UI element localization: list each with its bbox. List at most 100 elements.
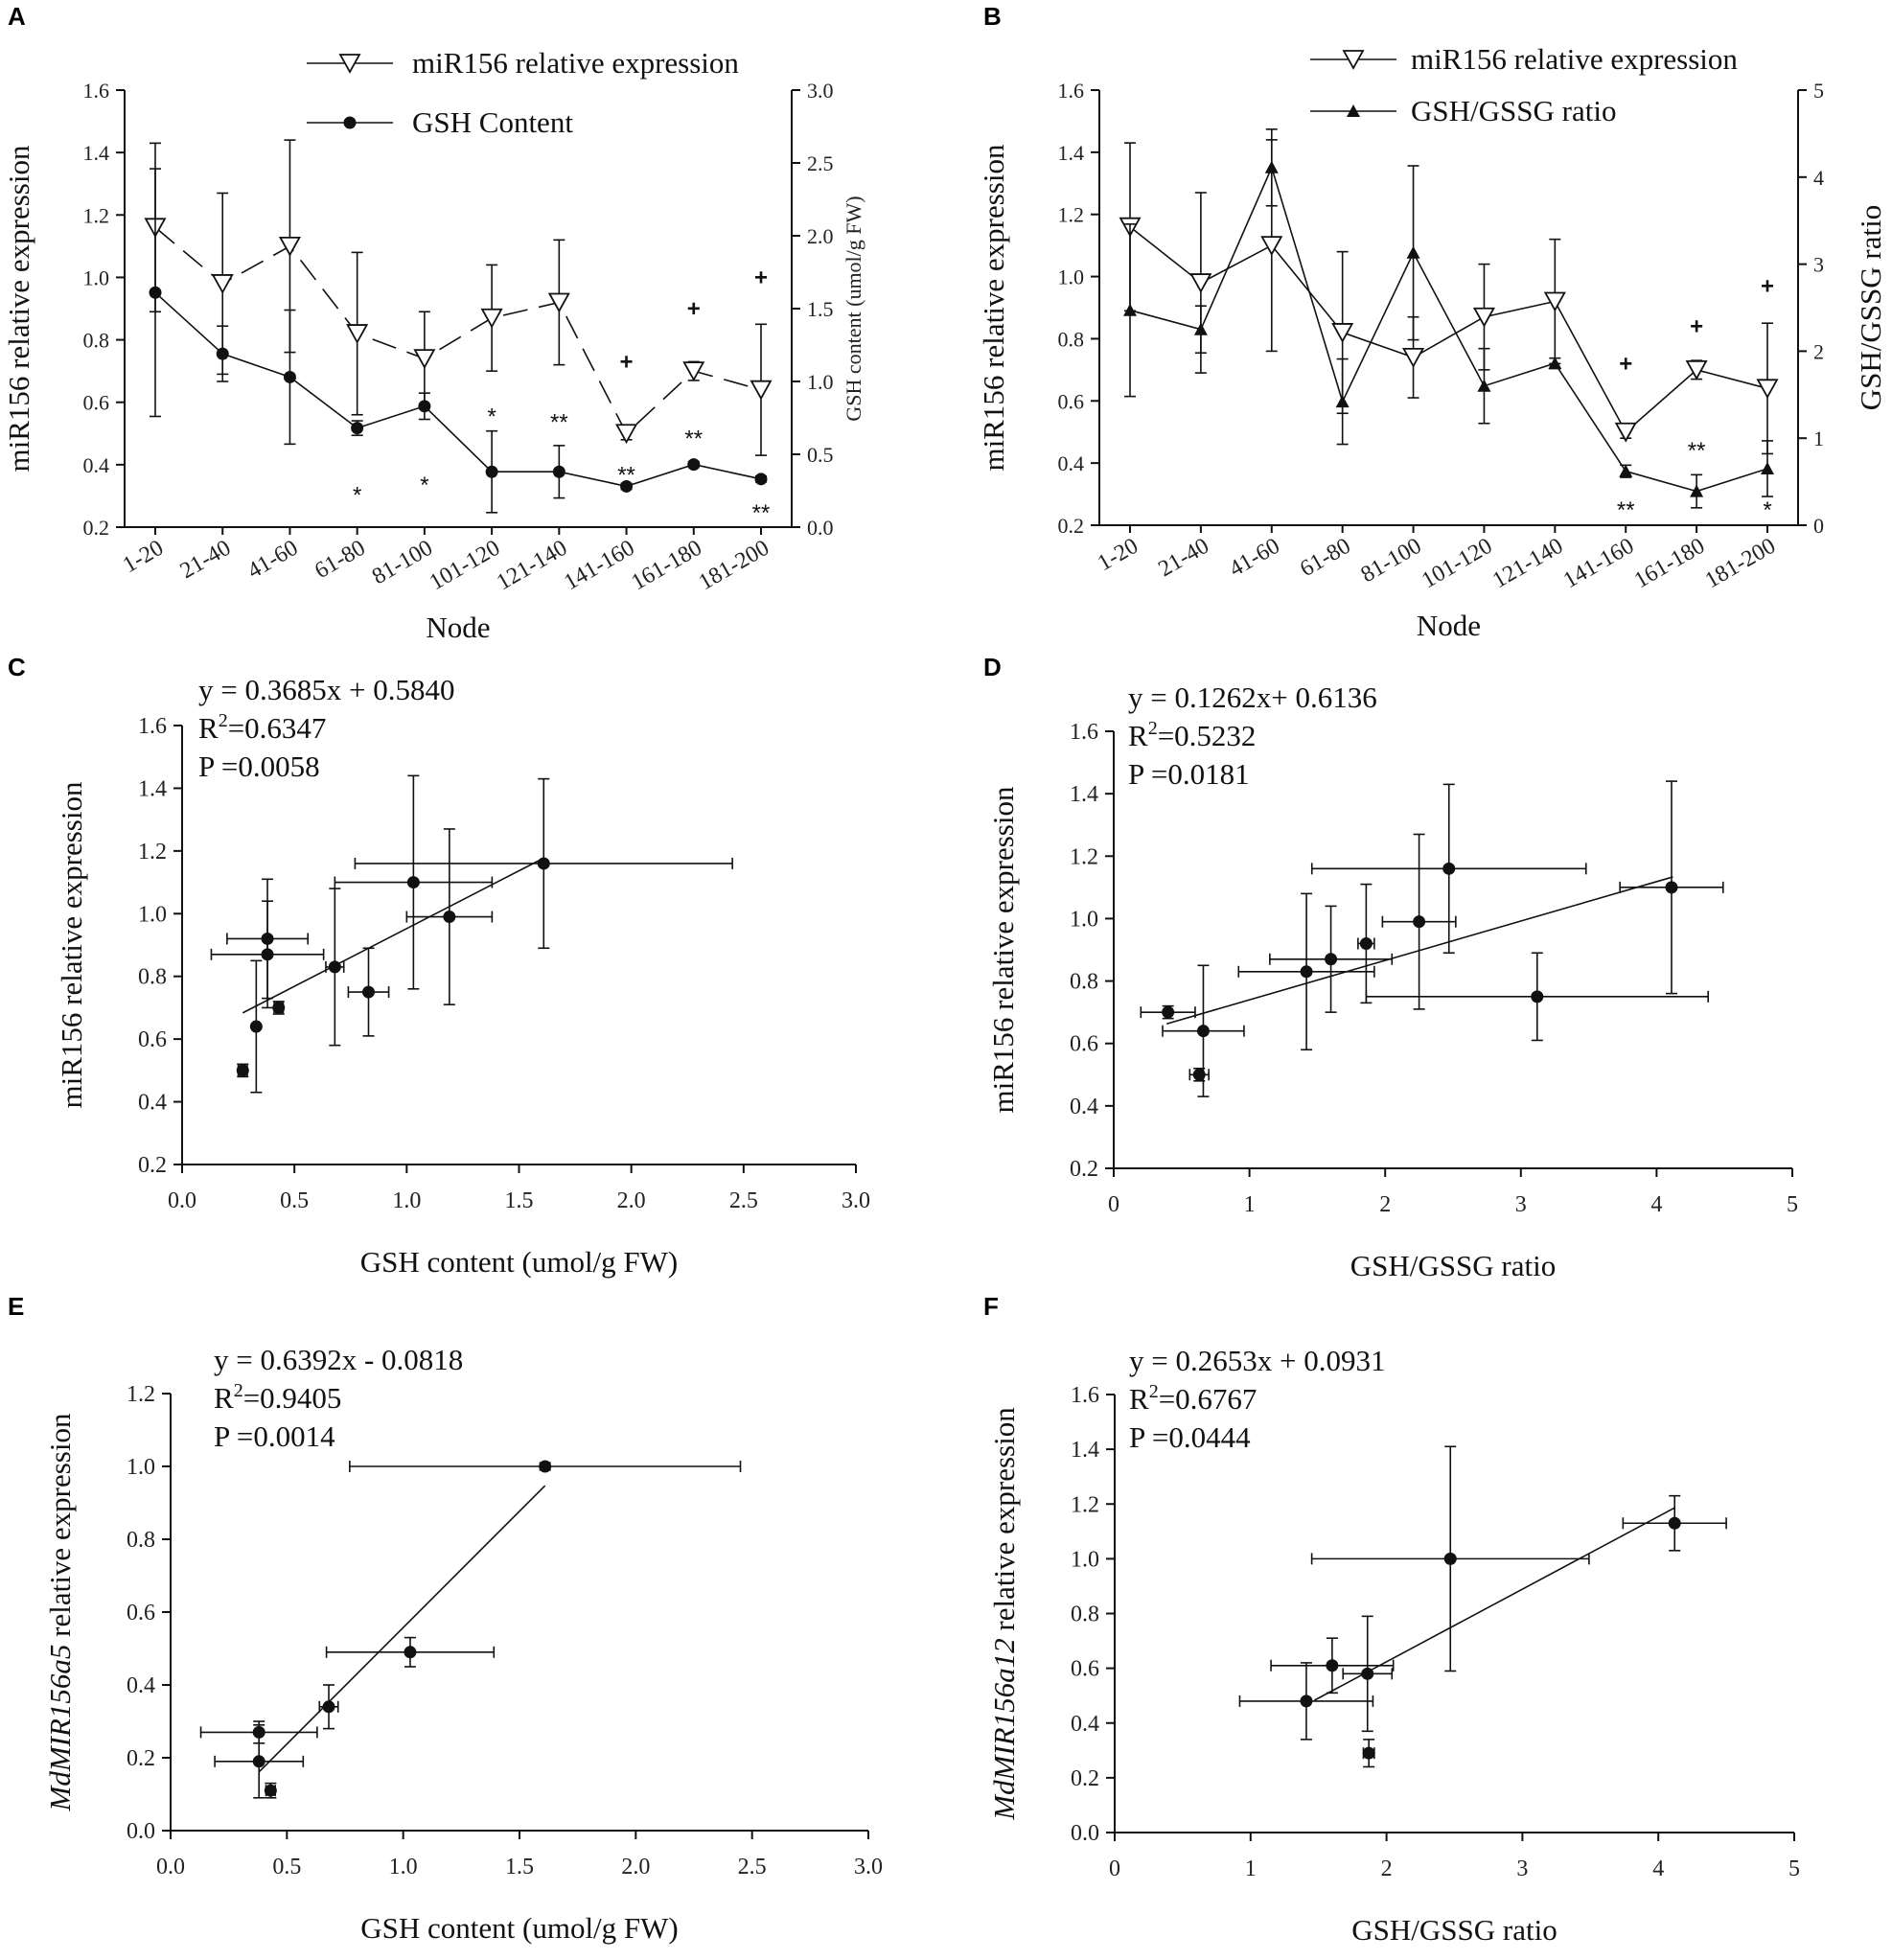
y-tick-label: 1.6 xyxy=(1071,1383,1099,1408)
data-point xyxy=(249,1020,263,1033)
y-tick-label: 0.2 xyxy=(1070,1157,1098,1182)
data-point xyxy=(216,347,229,360)
x-tick-label: 61-80 xyxy=(1296,534,1354,583)
x-tick-label: 5 xyxy=(1788,1856,1800,1881)
y-tick-label: 1.0 xyxy=(83,265,110,289)
y-tick-label: 0.2 xyxy=(1058,514,1085,538)
axis-frame xyxy=(1113,731,1792,1169)
x-tick-label: 3 xyxy=(1515,1192,1527,1217)
r-squared-value: =0.6767 xyxy=(1159,1382,1257,1416)
plus-annotation: + xyxy=(620,349,634,375)
x-tick-label: 81-100 xyxy=(368,536,437,590)
p-value: P =0.0444 xyxy=(1129,1420,1251,1454)
data-point xyxy=(1548,357,1562,370)
panel-label: D xyxy=(983,653,1002,681)
data-point xyxy=(485,465,498,478)
data-point xyxy=(261,948,274,961)
data-point xyxy=(252,1755,265,1768)
y-axis-title: MdMIR156a5 relative expression xyxy=(43,1413,77,1811)
y-tick-label: 1.4 xyxy=(1070,782,1098,807)
x-tick-label: 0.0 xyxy=(156,1855,185,1879)
legend-label: miR156 relative expression xyxy=(412,46,739,80)
data-point xyxy=(1442,862,1456,875)
x-tick-label: 0.5 xyxy=(272,1855,301,1879)
legend-label: miR156 relative expression xyxy=(1411,42,1738,76)
data-point xyxy=(1189,273,1212,293)
axis-frame xyxy=(170,1394,868,1832)
x-tick-label: 141-160 xyxy=(1559,534,1638,594)
data-point xyxy=(1260,236,1283,256)
significance-annotation: ** xyxy=(684,426,703,451)
y-tick-label: 0.2 xyxy=(127,1746,155,1771)
data-point xyxy=(539,1460,552,1473)
p-value: P =0.0014 xyxy=(214,1419,335,1453)
data-point xyxy=(1193,322,1208,335)
regression-equation: y = 0.1262x+ 0.6136 xyxy=(1128,680,1377,714)
y-axis-title-rest: relative expression xyxy=(43,1413,77,1645)
y-axis-title: MdMIR156a12 relative expression xyxy=(987,1407,1021,1821)
series-line xyxy=(154,226,762,435)
y-tick-label: 0.6 xyxy=(127,1601,155,1626)
data-point xyxy=(322,1700,335,1714)
chart-panel-a: A 0.2 0.4 0.6 0.8 1.0 1.2 1.4 1.6 0.0 0.5 1.0 1.5 2.0… xyxy=(2,2,865,644)
x-tick-label: 0 xyxy=(1109,1856,1120,1881)
data-point xyxy=(351,422,364,435)
x-axis-title: GSH/GSSG ratio xyxy=(1350,1249,1556,1282)
y-tick-label: 1.0 xyxy=(1058,265,1085,289)
r-squared-symbol: R xyxy=(1128,719,1148,752)
significance-annotation: * xyxy=(353,483,361,509)
regression-equation: y = 0.3685x + 0.5840 xyxy=(198,673,454,706)
r-squared-exponent: 2 xyxy=(1149,1381,1159,1402)
y-tick-label: 0.0 xyxy=(127,1819,155,1844)
x-tick-label: 3.0 xyxy=(842,1188,870,1213)
data-point xyxy=(1477,379,1491,392)
r-squared: R2=0.5232 xyxy=(1128,718,1256,752)
axis-frame xyxy=(1114,1395,1794,1833)
y-tick-label: 1.4 xyxy=(83,141,110,165)
y-tick-label: 0.8 xyxy=(83,329,110,353)
y-tick-label: 1.2 xyxy=(1071,1492,1099,1517)
significance-annotation: ** xyxy=(617,462,635,488)
y-axis-title: miR156 relative expression xyxy=(986,786,1020,1113)
y2-tick-label: 2 xyxy=(1813,339,1824,363)
panel-label: E xyxy=(8,1292,24,1321)
data-point xyxy=(413,349,436,369)
x-tick-label: 0.5 xyxy=(280,1188,309,1213)
y-axis-title: miR156 relative expression xyxy=(2,145,35,472)
r-squared-symbol: R xyxy=(198,711,219,745)
y-tick-label: 1.2 xyxy=(83,203,110,227)
y-tick-label: 0.4 xyxy=(1070,1095,1098,1119)
y-tick-label: 0.4 xyxy=(1071,1712,1099,1737)
x-tick-label: 181-200 xyxy=(1701,534,1780,594)
r-squared: R2=0.6767 xyxy=(1129,1381,1257,1416)
x-tick-label: 41-60 xyxy=(243,536,302,585)
y2-tick-label: 4 xyxy=(1813,166,1824,190)
data-point xyxy=(1325,953,1338,966)
data-point xyxy=(1326,1659,1339,1672)
y-tick-label: 1.0 xyxy=(127,1455,155,1480)
chart-panel-b: B 0.2 0.4 0.6 0.8 1.0 1.2 1.4 1.6 0 1 2 3 4 5 1-20 21-40… xyxy=(977,2,1887,642)
y-tick-label: 0.8 xyxy=(138,965,167,990)
y2-axis-title: GSH content (umol/g FW) xyxy=(842,196,865,421)
x-tick-label: 181-200 xyxy=(695,536,773,596)
y-tick-label: 1.4 xyxy=(138,776,167,801)
y-axis-title-gene: MdMIR156a5 xyxy=(43,1645,77,1812)
y-tick-label: 0.4 xyxy=(83,453,110,477)
x-tick-label: 101-120 xyxy=(426,536,504,596)
data-point xyxy=(1614,422,1637,443)
significance-annotation: ** xyxy=(752,500,771,526)
data-point xyxy=(1359,936,1373,950)
y-tick-label: 0.8 xyxy=(1071,1603,1099,1627)
x-tick-label: 81-100 xyxy=(1357,534,1426,588)
x-tick-label: 1-20 xyxy=(119,536,168,579)
y-axis-title-rest: relative expression xyxy=(987,1407,1021,1639)
regression-equation: y = 0.2653x + 0.0931 xyxy=(1129,1344,1385,1377)
y-tick-label: 0.4 xyxy=(127,1673,155,1698)
data-point xyxy=(1300,1695,1313,1708)
y-tick-label: 1.6 xyxy=(1058,79,1085,103)
x-tick-label: 141-160 xyxy=(560,536,638,596)
x-tick-label: 21-40 xyxy=(176,536,235,585)
r-squared-symbol: R xyxy=(214,1381,234,1415)
data-point xyxy=(1668,1516,1681,1530)
data-point xyxy=(1543,291,1566,312)
